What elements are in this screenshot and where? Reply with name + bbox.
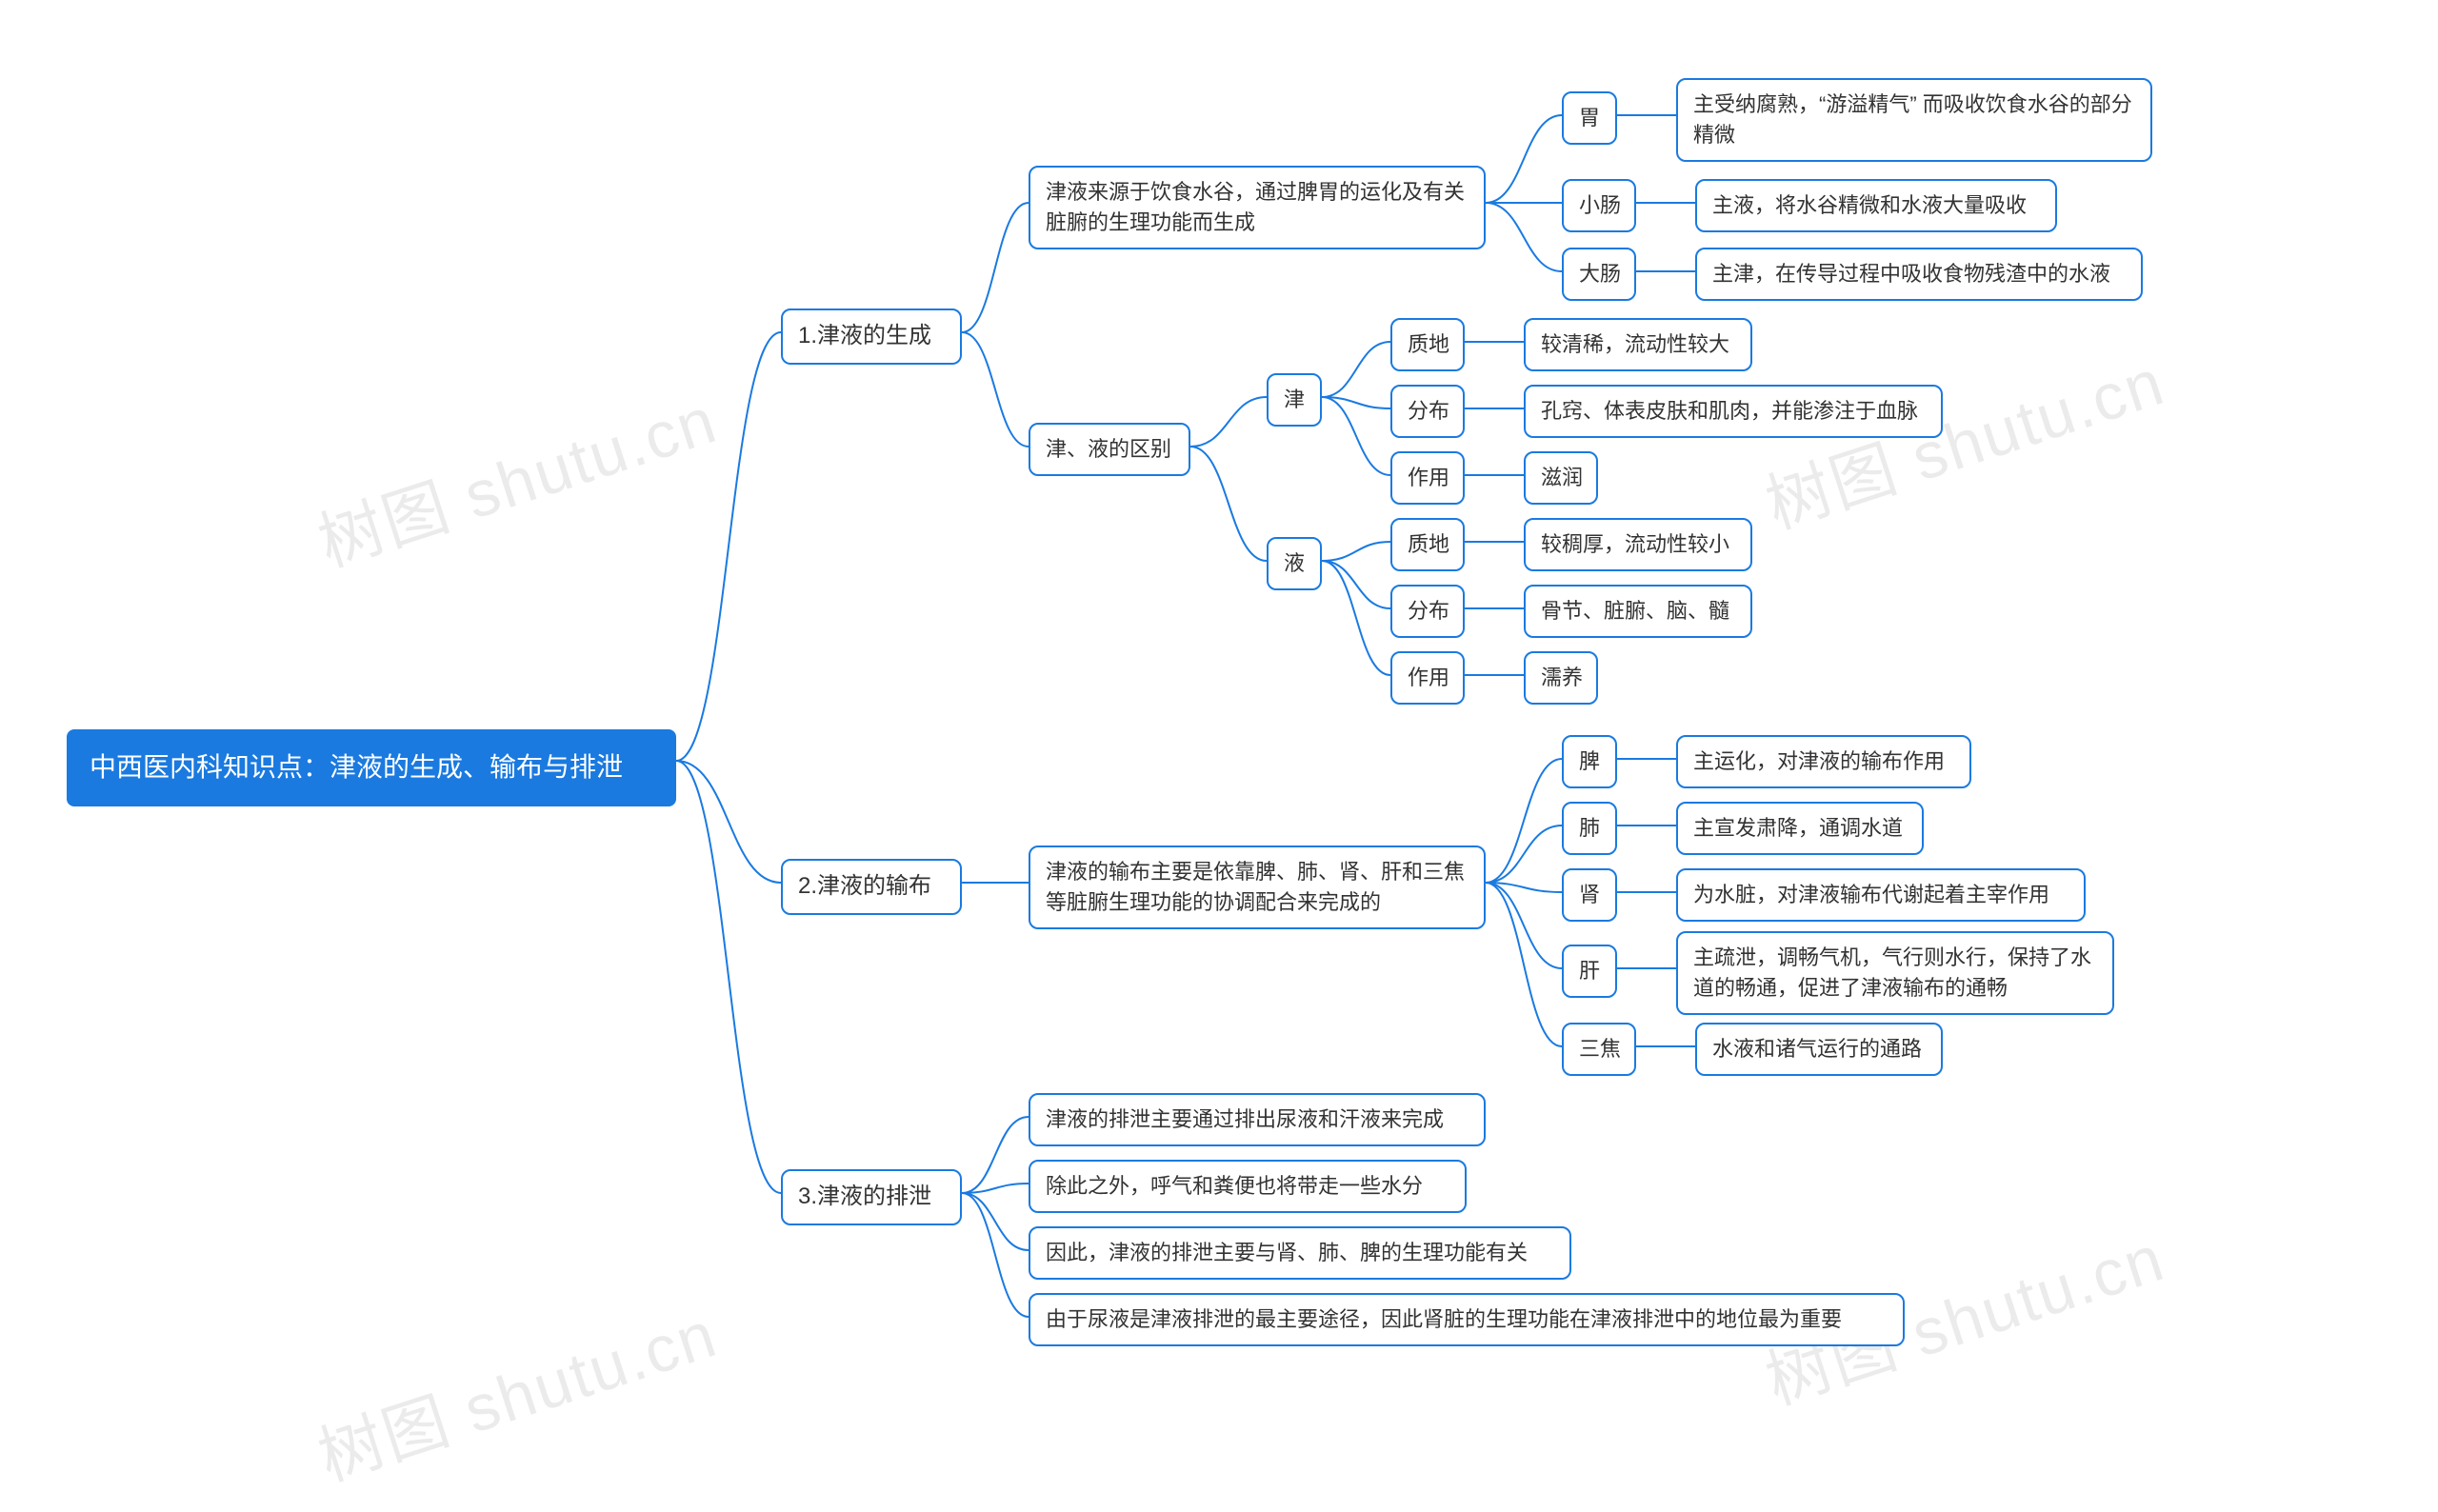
edge-s2a-s2a5 [1486, 883, 1562, 1046]
edge-s1b2-s1b2c [1322, 561, 1390, 675]
node-s2[interactable]: 2.津液的输布 [781, 859, 962, 915]
watermark: 树图 shutu.cn [305, 1282, 727, 1499]
node-s1b2b[interactable]: 分布 [1390, 585, 1465, 638]
node-s1b2ad[interactable]: 较稠厚，流动性较小 [1524, 518, 1752, 571]
node-s1b1a[interactable]: 质地 [1390, 318, 1465, 371]
edge-root-s3 [676, 761, 781, 1193]
node-root[interactable]: 中西医内科知识点：津液的生成、输布与排泄 [67, 729, 676, 806]
node-s2a4d[interactable]: 主疏泄，调畅气机，气行则水行，保持了水道的畅通，促进了津液输布的通畅 [1676, 931, 2114, 1015]
edge-s3-s3d [962, 1193, 1029, 1317]
node-s3d[interactable]: 由于尿液是津液排泄的最主要途径，因此肾脏的生理功能在津液排泄中的地位最为重要 [1029, 1293, 1905, 1346]
edge-s2a-s2a2 [1486, 826, 1562, 883]
node-s1b2c[interactable]: 作用 [1390, 651, 1465, 705]
node-s1a2[interactable]: 小肠 [1562, 179, 1636, 232]
node-s1a3[interactable]: 大肠 [1562, 248, 1636, 301]
edge-s1b1-s1b1b [1322, 397, 1390, 408]
node-s2a3[interactable]: 肾 [1562, 868, 1617, 922]
edge-root-s2 [676, 761, 781, 883]
edge-s1b1-s1b1a [1322, 342, 1390, 397]
node-s1a[interactable]: 津液来源于饮食水谷，通过脾胃的运化及有关脏腑的生理功能而生成 [1029, 166, 1486, 249]
node-s1b1[interactable]: 津 [1267, 373, 1322, 427]
node-s3a[interactable]: 津液的排泄主要通过排出尿液和汗液来完成 [1029, 1093, 1486, 1146]
node-s1b2bd[interactable]: 骨节、脏腑、脑、髓 [1524, 585, 1752, 638]
node-s2a5d[interactable]: 水液和诸气运行的通路 [1695, 1023, 1943, 1076]
node-s2a2d[interactable]: 主宣发肃降，通调水道 [1676, 802, 1924, 855]
node-s1a1d[interactable]: 主受纳腐熟，“游溢精气” 而吸收饮食水谷的部分精微 [1676, 78, 2152, 162]
edge-s2a-s2a4 [1486, 883, 1562, 968]
node-s2a3d[interactable]: 为水脏，对津液输布代谢起着主宰作用 [1676, 868, 2086, 922]
edge-s1b-s1b2 [1190, 447, 1267, 561]
node-s3[interactable]: 3.津液的排泄 [781, 1169, 962, 1225]
edge-s1-s1b [962, 332, 1029, 447]
node-s1b1ad[interactable]: 较清稀，流动性较大 [1524, 318, 1752, 371]
edge-s2a-s2a3 [1486, 883, 1562, 892]
edge-s1b-s1b1 [1190, 397, 1267, 447]
node-s1a2d[interactable]: 主液，将水谷精微和水液大量吸收 [1695, 179, 2057, 232]
mindmap-canvas: 树图 shutu.cn树图 shutu.cn树图 shutu.cn树图 shut… [0, 0, 2438, 1512]
edge-s1-s1a [962, 203, 1029, 332]
watermark: 树图 shutu.cn [1752, 329, 2174, 547]
node-s1a3d[interactable]: 主津，在传导过程中吸收食物残渣中的水液 [1695, 248, 2143, 301]
edge-s1b1-s1b1c [1322, 397, 1390, 475]
node-s2a5[interactable]: 三焦 [1562, 1023, 1636, 1076]
node-s1b2[interactable]: 液 [1267, 537, 1322, 590]
node-s1b1b[interactable]: 分布 [1390, 385, 1465, 438]
node-s2a4[interactable]: 肝 [1562, 945, 1617, 998]
node-s1a1[interactable]: 胃 [1562, 91, 1617, 145]
edge-s1a-s1a1 [1486, 115, 1562, 203]
node-s2a2[interactable]: 肺 [1562, 802, 1617, 855]
edge-root-s1 [676, 332, 781, 761]
node-s1b1bd[interactable]: 孔窍、体表皮肤和肌肉，并能渗注于血脉 [1524, 385, 1943, 438]
node-s1b2a[interactable]: 质地 [1390, 518, 1465, 571]
node-s1b2cd[interactable]: 濡养 [1524, 651, 1598, 705]
node-s3b[interactable]: 除此之外，呼气和粪便也将带走一些水分 [1029, 1160, 1467, 1213]
node-s1b[interactable]: 津、液的区别 [1029, 423, 1190, 476]
node-s2a1d[interactable]: 主运化，对津液的输布作用 [1676, 735, 1971, 788]
edge-s1b2-s1b2b [1322, 561, 1390, 608]
edge-s2a-s2a1 [1486, 759, 1562, 883]
node-s3c[interactable]: 因此，津液的排泄主要与肾、肺、脾的生理功能有关 [1029, 1226, 1571, 1280]
edge-s3-s3a [962, 1117, 1029, 1193]
edge-s1b2-s1b2a [1322, 542, 1390, 561]
node-s1b1c[interactable]: 作用 [1390, 451, 1465, 505]
node-s1b1cd[interactable]: 滋润 [1524, 451, 1598, 505]
node-s2a[interactable]: 津液的输布主要是依靠脾、肺、肾、肝和三焦等脏腑生理功能的协调配合来完成的 [1029, 846, 1486, 929]
node-s1[interactable]: 1.津液的生成 [781, 308, 962, 365]
edge-s3-s3b [962, 1184, 1029, 1193]
node-s2a1[interactable]: 脾 [1562, 735, 1617, 788]
edge-s1a-s1a3 [1486, 203, 1562, 271]
watermark: 树图 shutu.cn [305, 368, 727, 585]
edge-s3-s3c [962, 1193, 1029, 1250]
